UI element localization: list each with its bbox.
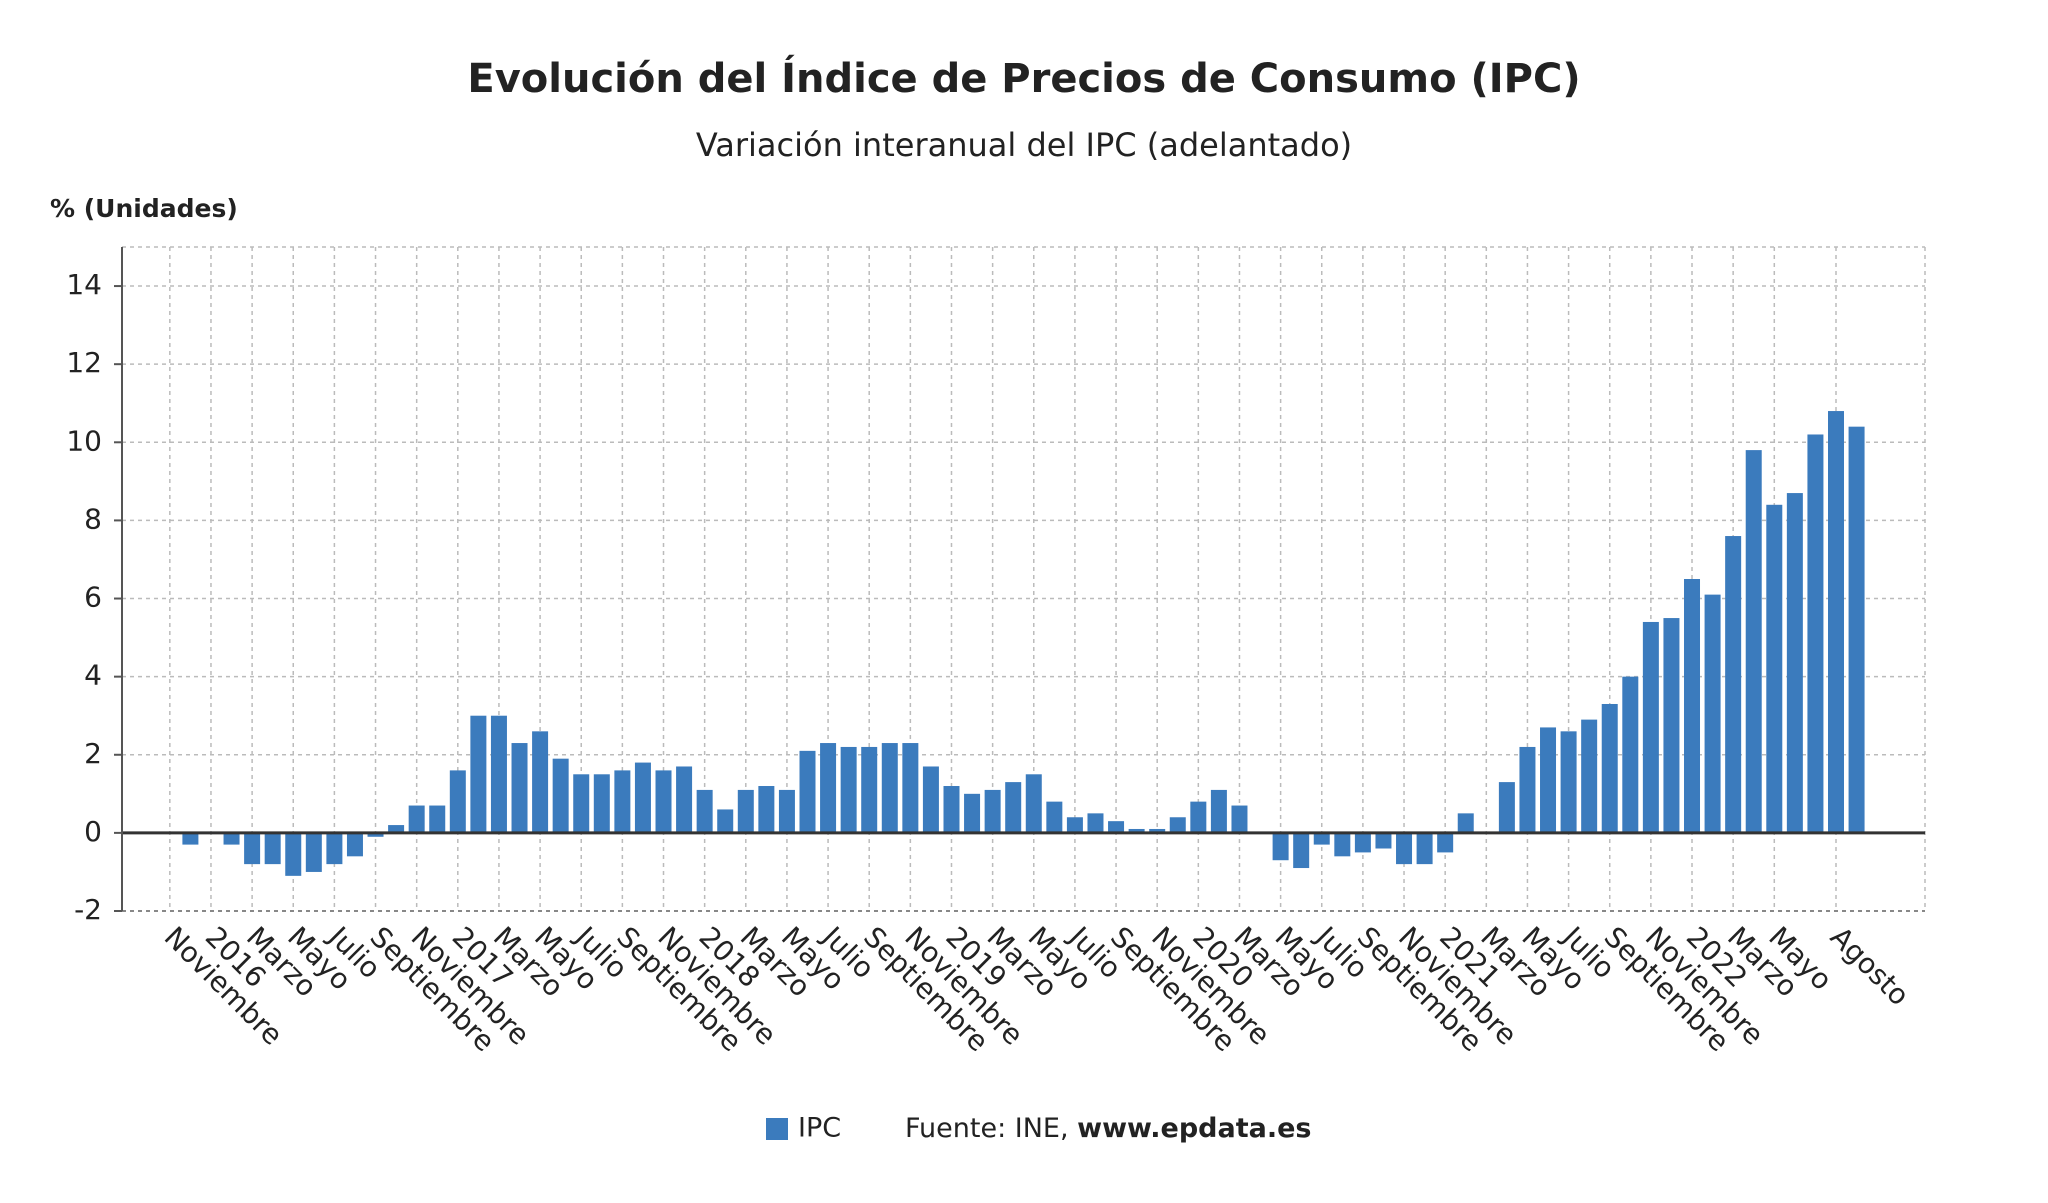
bar — [634, 762, 651, 833]
bar — [1848, 426, 1865, 833]
bar — [1437, 832, 1454, 853]
bar — [1210, 789, 1227, 833]
bar — [1807, 434, 1824, 833]
bar — [922, 766, 939, 833]
bar — [367, 832, 384, 837]
bar — [984, 789, 1001, 833]
bar — [902, 743, 919, 833]
bar — [614, 770, 631, 833]
bar — [429, 805, 446, 833]
bar — [1375, 832, 1392, 849]
bar — [305, 832, 322, 872]
bar — [285, 832, 302, 876]
bar — [861, 746, 878, 833]
bar — [1745, 450, 1762, 833]
bar — [1169, 817, 1186, 833]
legend-swatch — [766, 1118, 788, 1140]
bar — [1642, 621, 1659, 833]
bar — [1684, 579, 1701, 833]
bar — [593, 774, 610, 833]
bar — [552, 758, 569, 833]
bar — [820, 743, 837, 833]
bar — [532, 731, 549, 833]
bar — [1498, 782, 1515, 833]
bar — [1704, 594, 1721, 833]
bar — [223, 832, 240, 845]
bar — [1190, 801, 1207, 833]
bar — [1231, 805, 1248, 833]
bar — [737, 789, 754, 833]
bar — [1005, 782, 1022, 833]
bar — [1725, 536, 1742, 833]
bar — [1560, 731, 1577, 833]
bar — [1622, 676, 1639, 833]
legend-label: IPC — [798, 1113, 841, 1144]
y-tick-label: 8 — [84, 502, 102, 535]
bar — [1293, 832, 1310, 869]
bar — [1457, 813, 1474, 833]
y-tick-label: 4 — [84, 659, 102, 692]
bar — [1149, 828, 1166, 833]
bar — [326, 832, 343, 865]
bar — [1128, 828, 1145, 833]
y-tick-label: 10 — [66, 424, 102, 457]
y-tick-label: 2 — [84, 737, 102, 770]
bar — [1540, 727, 1557, 833]
bar — [778, 789, 795, 833]
bar — [573, 774, 590, 833]
y-tick-label: 6 — [84, 581, 102, 614]
bar — [1087, 813, 1104, 833]
bar — [1046, 801, 1063, 833]
bar — [1663, 618, 1680, 833]
bar — [1066, 817, 1083, 833]
bar — [1313, 832, 1330, 845]
bar — [1519, 746, 1536, 833]
bar — [449, 770, 466, 833]
y-tick-label: 14 — [66, 268, 102, 301]
source: Fuente: INE, www.epdata.es — [905, 1113, 1311, 1144]
bar — [881, 743, 898, 833]
y-tick-label: 0 — [84, 815, 102, 848]
bar — [264, 832, 281, 865]
bar — [1334, 832, 1351, 857]
bar — [943, 786, 960, 833]
bar — [696, 789, 713, 833]
bar — [676, 766, 693, 833]
bar — [1025, 774, 1042, 833]
bar — [655, 770, 672, 833]
bar — [717, 809, 734, 833]
source-url: www.epdata.es — [1077, 1113, 1311, 1144]
chart-title: Evolución del Índice de Precios de Consu… — [467, 54, 1580, 102]
bar — [758, 786, 775, 833]
bar — [1766, 504, 1783, 833]
bar — [1354, 832, 1371, 853]
bar — [1581, 719, 1598, 833]
legend: IPC Fuente: INE, www.epdata.es — [766, 1113, 1311, 1144]
bar — [1416, 832, 1433, 865]
y-axis-label: % (Unidades) — [50, 194, 238, 223]
bar — [511, 743, 528, 833]
bar — [470, 715, 487, 833]
bar — [1601, 703, 1618, 833]
bar — [388, 825, 405, 833]
bar — [244, 832, 261, 865]
bar — [182, 832, 199, 845]
bar — [964, 793, 981, 833]
bar — [840, 746, 857, 833]
bar — [1828, 411, 1844, 833]
bar — [346, 832, 363, 857]
bar — [1272, 832, 1289, 861]
bar — [1396, 832, 1413, 865]
bar — [1786, 493, 1803, 833]
bar — [490, 715, 507, 833]
source-label: Fuente: INE, — [905, 1113, 1069, 1144]
y-tick-label: 12 — [66, 346, 102, 379]
bar — [1108, 821, 1125, 833]
x-tick-label: Agosto — [1824, 920, 1916, 1012]
chart-subtitle: Variación interanual del IPC (adelantado… — [696, 126, 1352, 164]
bar — [799, 750, 816, 833]
bar — [408, 805, 425, 833]
y-tick-label: -2 — [74, 893, 102, 926]
